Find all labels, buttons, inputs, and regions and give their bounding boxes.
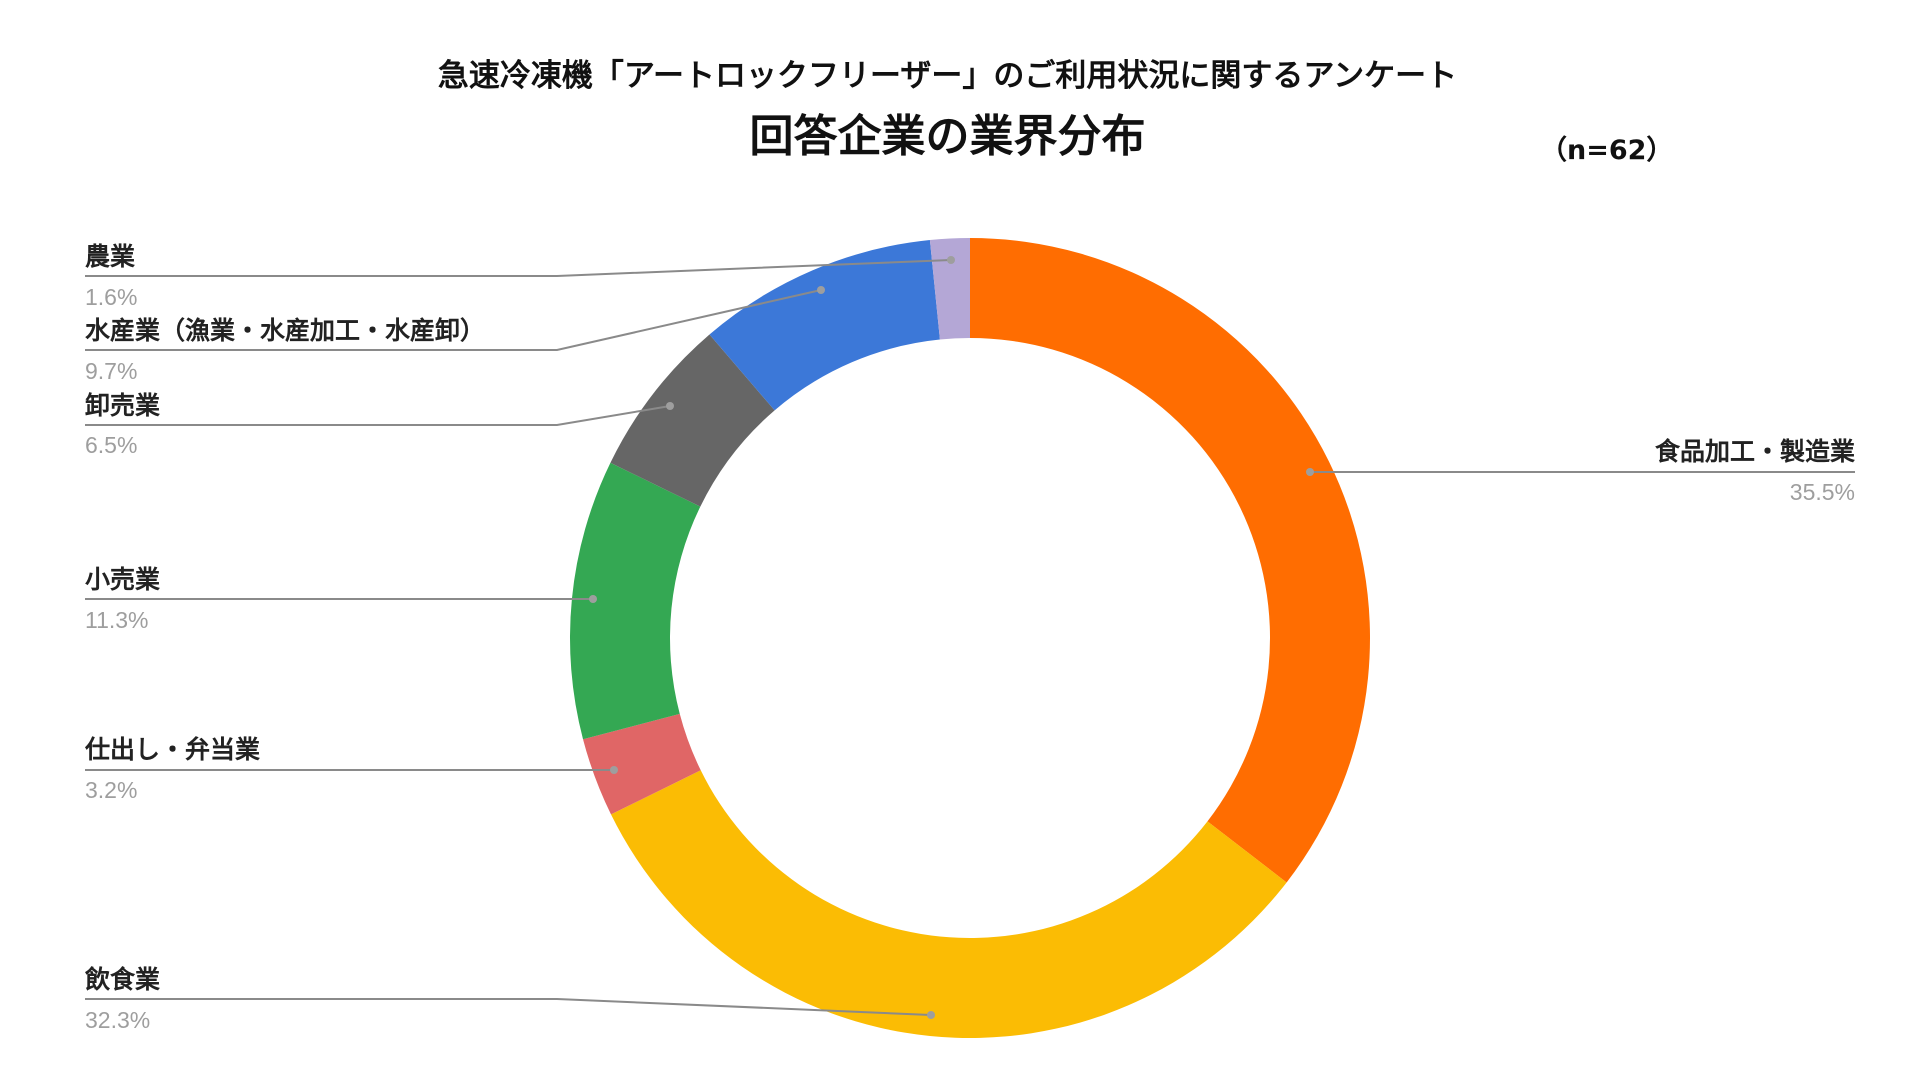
slice-label: 卸売業 xyxy=(85,391,160,420)
leader-line-4 xyxy=(85,405,671,426)
sample-size: （n=62） xyxy=(1540,135,1674,166)
chart-title: 急速冷凍機「アートロックフリーザー」のご利用状況に関するアンケート xyxy=(437,58,1458,94)
leader-dot-3 xyxy=(589,595,597,603)
slice-label: 水産業（漁業・水産加工・水産卸） xyxy=(85,316,485,345)
leader-dot-6 xyxy=(947,256,955,264)
slice-5 xyxy=(709,240,940,411)
slice-percent-label: 6.5% xyxy=(85,432,137,458)
slice-0 xyxy=(970,238,1370,883)
slice-3 xyxy=(570,462,701,740)
slice-label: 飲食業 xyxy=(84,965,160,994)
leader-dot-4 xyxy=(666,402,674,410)
leader-line-1 xyxy=(85,998,932,1016)
slice-percent-label: 9.7% xyxy=(85,358,137,384)
slice-label: 小売業 xyxy=(85,565,160,594)
leader-dot-1 xyxy=(927,1011,935,1019)
leader-dot-0 xyxy=(1306,468,1314,476)
leader-line-5 xyxy=(85,289,822,351)
slice-2 xyxy=(583,713,701,815)
slice-percent-label: 11.3% xyxy=(85,607,149,633)
slice-6 xyxy=(929,238,970,340)
slice-percent-label: 35.5% xyxy=(1790,479,1855,505)
leader-line-6 xyxy=(85,259,952,277)
leader-dot-5 xyxy=(817,286,825,294)
slice-label: 仕出し・弁当業 xyxy=(84,735,260,764)
slice-percent-label: 32.3% xyxy=(85,1007,150,1033)
slice-1 xyxy=(610,770,1287,1039)
slice-label: 食品加工・製造業 xyxy=(1655,437,1855,466)
leader-dot-2 xyxy=(610,766,618,774)
slice-percent-label: 3.2% xyxy=(85,777,137,803)
slice-4 xyxy=(610,334,775,507)
slice-label: 農業 xyxy=(85,242,135,271)
chart-subtitle: 回答企業の業界分布 xyxy=(749,111,1146,162)
slice-percent-label: 1.6% xyxy=(85,284,137,310)
